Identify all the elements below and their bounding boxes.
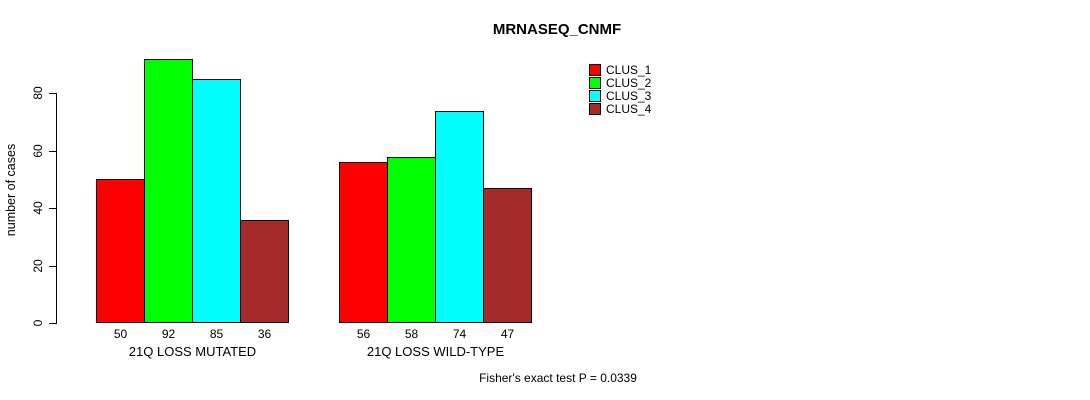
y-tick — [49, 323, 56, 324]
chart-title: MRNASEQ_CNMF — [492, 21, 622, 38]
legend-item: CLUS_2 — [589, 75, 652, 90]
bar-value-label: 47 — [500, 327, 515, 341]
legend-swatch-clus_2 — [589, 76, 601, 89]
bar-value-label: 92 — [161, 327, 176, 341]
y-axis-line — [56, 93, 57, 324]
legend-label: CLUS_2 — [606, 75, 652, 90]
legend-item: CLUS_1 — [589, 62, 652, 77]
bar-value-label: 50 — [113, 327, 128, 341]
legend-label: CLUS_3 — [606, 88, 652, 103]
legend-item: CLUS_4 — [589, 101, 652, 116]
y-tick — [49, 150, 56, 152]
bar-clus_1-group1 — [96, 179, 145, 323]
bar-clus_2-group2 — [387, 157, 436, 323]
y-tick-label: 40 — [31, 201, 45, 215]
x-category-label: 21Q LOSS MUTATED — [128, 344, 257, 359]
y-tick-label: 60 — [31, 144, 45, 158]
y-axis-title: number of cases — [4, 143, 18, 237]
annotation-pvalue: Fisher's exact test P = 0.0339 — [479, 371, 637, 385]
bar-clus_3-group1 — [192, 79, 241, 323]
y-tick-label: 20 — [31, 258, 45, 273]
y-tick-label: 80 — [31, 86, 45, 101]
y-tick — [49, 265, 56, 267]
bar-clus_4-group1 — [240, 220, 289, 323]
bar-clus_3-group2 — [435, 111, 484, 323]
bar-value-label: 74 — [452, 327, 467, 341]
bar-value-label: 36 — [257, 327, 272, 341]
legend-label: CLUS_1 — [606, 62, 652, 77]
legend: CLUS_1 CLUS_2 CLUS_3 CLUS_4 — [589, 62, 652, 116]
y-tick — [49, 208, 56, 210]
bar-value-label: 85 — [209, 327, 224, 341]
y-tick — [49, 93, 56, 95]
bar-clus_1-group2 — [339, 162, 388, 323]
y-tick-label: 0 — [31, 319, 45, 327]
x-category-label: 21Q LOSS WILD-TYPE — [366, 344, 505, 359]
legend-item: CLUS_3 — [589, 88, 652, 103]
bar-clus_2-group1 — [144, 59, 193, 323]
legend-swatch-clus_3 — [589, 89, 601, 102]
legend-swatch-clus_4 — [589, 102, 601, 115]
bar-value-label: 56 — [356, 327, 371, 341]
legend-label: CLUS_4 — [606, 101, 652, 116]
legend-swatch-clus_1 — [589, 63, 601, 76]
bar-value-label: 58 — [404, 327, 419, 341]
bar-clus_4-group2 — [483, 188, 532, 323]
